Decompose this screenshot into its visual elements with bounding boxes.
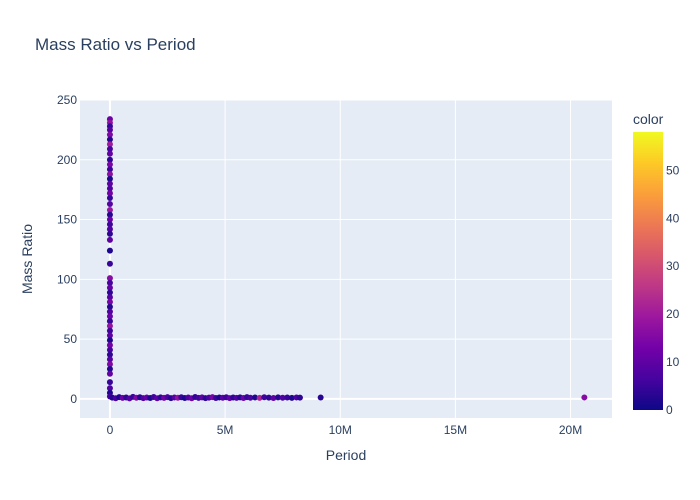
data-point: [106, 351, 113, 358]
data-point: [256, 394, 263, 401]
data-point: [106, 308, 113, 315]
y-tick-label: 200: [57, 153, 77, 167]
data-point: [106, 185, 113, 192]
data-point: [296, 394, 303, 401]
data-point: [106, 327, 113, 334]
data-point: [288, 394, 295, 401]
data-point: [106, 226, 113, 233]
y-tick-label: 50: [64, 332, 78, 346]
data-point: [106, 303, 113, 310]
data-point: [261, 394, 268, 401]
data-point: [247, 394, 254, 401]
data-point: [106, 322, 113, 329]
data-point: [106, 289, 113, 296]
y-axis-label: Mass Ratio: [19, 224, 35, 294]
data-point: [106, 206, 113, 213]
data-point: [106, 342, 113, 349]
chart-title: Mass Ratio vs Period: [35, 35, 196, 54]
data-point: [106, 195, 113, 202]
data-point: [106, 201, 113, 208]
data-point: [106, 313, 113, 320]
y-tick-label: 250: [57, 93, 77, 107]
data-point: [106, 356, 113, 363]
colorbar-tick-label: 30: [666, 259, 680, 273]
plot-background: [80, 100, 612, 418]
data-point: [106, 230, 113, 237]
colorbar-tick-label: 50: [666, 163, 680, 177]
data-point: [581, 394, 588, 401]
data-point: [106, 190, 113, 197]
data-point: [106, 180, 113, 187]
x-tick-label: 10M: [329, 423, 352, 437]
data-point: [252, 394, 259, 401]
data-point: [106, 175, 113, 182]
x-axis-ticks: 0 5M 10M 15M 20M: [107, 423, 583, 437]
data-point: [270, 395, 277, 402]
data-point: [106, 131, 113, 138]
data-point: [106, 216, 113, 223]
data-point: [106, 361, 113, 368]
data-point: [265, 394, 272, 401]
data-point: [106, 221, 113, 228]
colorbar-ticks: 0 10 20 30 40 50: [666, 163, 680, 417]
data-point: [106, 126, 113, 133]
data-points: [106, 116, 588, 402]
x-tick-label: 15M: [444, 423, 467, 437]
colorbar-tick-label: 0: [666, 403, 673, 417]
data-point: [106, 166, 113, 173]
data-point: [106, 146, 113, 153]
data-point: [106, 171, 113, 178]
data-point: [106, 385, 113, 392]
x-axis-label: Period: [326, 447, 366, 463]
data-point: [106, 136, 113, 143]
data-point: [106, 318, 113, 325]
colorbar-gradient: [633, 132, 663, 410]
data-point: [106, 346, 113, 353]
data-point: [106, 332, 113, 339]
y-axis-ticks: 0 50 100 150 200 250: [57, 93, 77, 406]
colorbar-tick-label: 20: [666, 307, 680, 321]
data-point: [106, 279, 113, 286]
data-point: [279, 394, 286, 401]
x-tick-label: 0: [107, 423, 114, 437]
x-tick-label: 5M: [217, 423, 234, 437]
data-point: [106, 275, 113, 282]
y-tick-label: 100: [57, 272, 77, 286]
data-point: [106, 161, 113, 168]
x-tick-label: 20M: [559, 423, 582, 437]
data-point: [106, 337, 113, 344]
data-point: [275, 394, 282, 401]
data-point: [106, 247, 113, 254]
data-point: [106, 299, 113, 306]
data-point: [106, 150, 113, 157]
data-point: [284, 394, 291, 401]
colorbar-tick-label: 10: [666, 355, 680, 369]
data-point: [106, 365, 113, 372]
data-point: [106, 370, 113, 377]
colorbar: color 0 10 20 30 40 50: [633, 111, 680, 417]
data-point: [317, 394, 324, 401]
colorbar-title: color: [633, 111, 664, 127]
data-point: [106, 156, 113, 163]
colorbar-tick-label: 40: [666, 211, 680, 225]
data-point: [106, 284, 113, 291]
data-point: [106, 141, 113, 148]
data-point: [106, 236, 113, 243]
data-point: [106, 211, 113, 218]
data-point: [106, 379, 113, 386]
data-point: [106, 260, 113, 267]
y-tick-label: 0: [70, 392, 77, 406]
data-point: [106, 294, 113, 301]
y-tick-label: 150: [57, 213, 77, 227]
